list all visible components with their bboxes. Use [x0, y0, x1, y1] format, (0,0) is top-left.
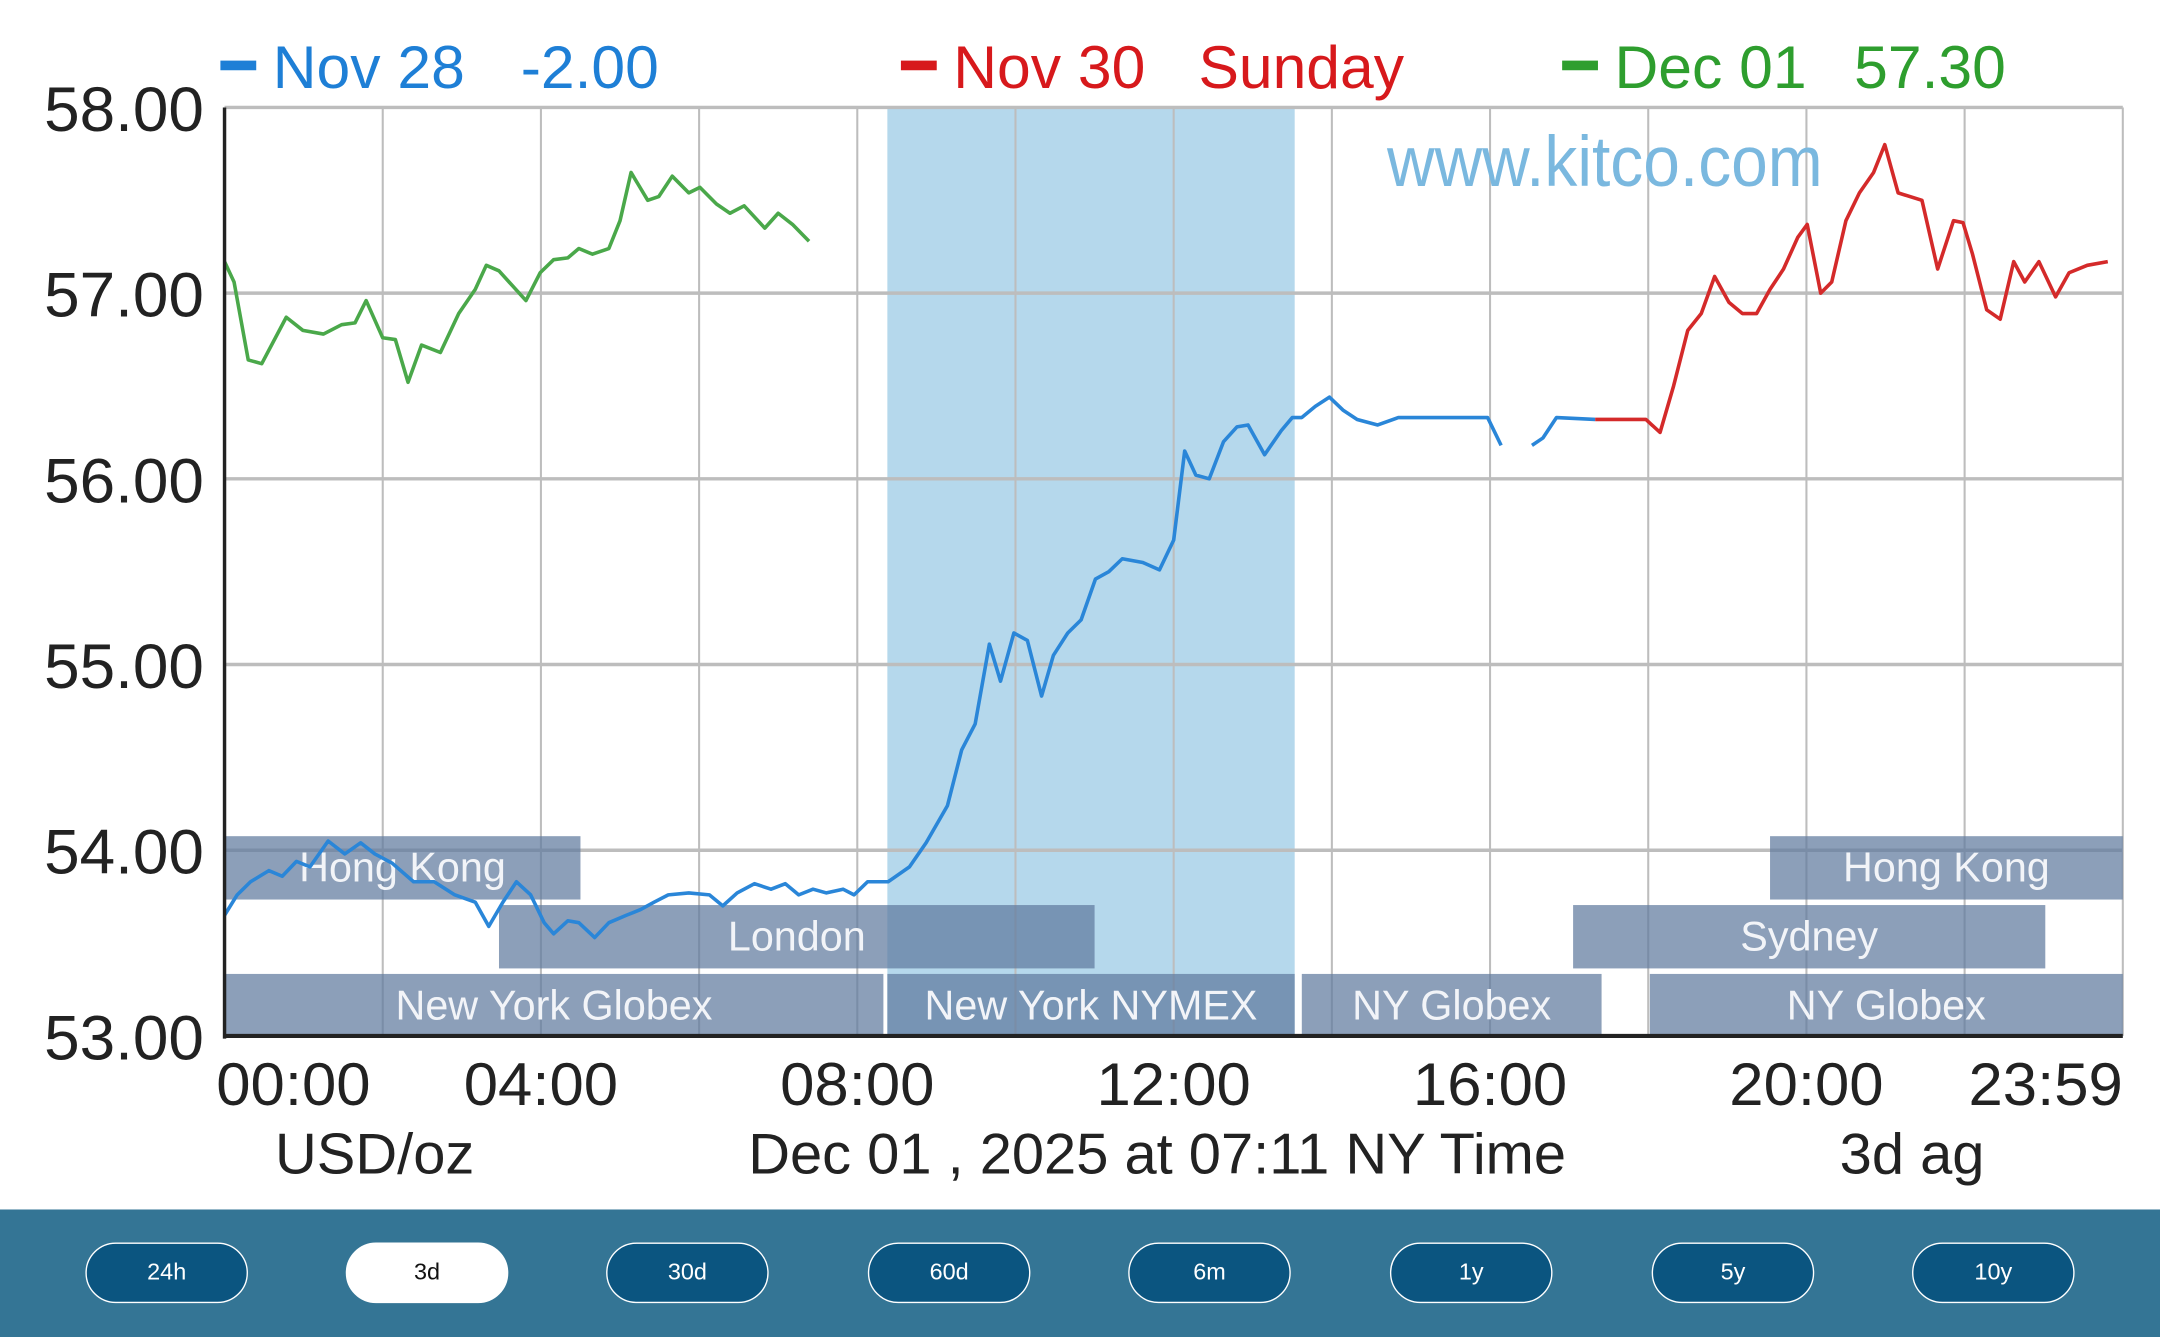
session-box: [1770, 836, 2123, 900]
session-box: [1573, 905, 2046, 969]
y-tick-label: 54.00: [44, 818, 204, 888]
legend-swatch: [900, 60, 937, 71]
x-tick-label: 16:00: [1413, 1050, 1567, 1118]
range-button-10y[interactable]: 10y: [1912, 1242, 2075, 1304]
y-tick-label: 57.00: [44, 261, 204, 331]
x-tick-label: 00:00: [216, 1050, 370, 1118]
x-tick-label: 08:00: [780, 1050, 934, 1118]
legend-date: Dec 01: [1614, 33, 1806, 101]
range-button-5y[interactable]: 5y: [1651, 1242, 1815, 1304]
session-box: [224, 973, 884, 1036]
series-line-nov-30: [1595, 142, 2109, 435]
y-tick-label: 58.00: [44, 75, 204, 145]
y-tick-label: 55.00: [44, 632, 204, 702]
legend-value: -2.00: [521, 33, 659, 101]
series-line-nov-28: [223, 395, 1596, 940]
nymex-highlight-band: [887, 107, 1295, 1036]
range-button-30d[interactable]: 30d: [606, 1242, 769, 1304]
x-tick-label: 12:00: [1097, 1050, 1251, 1118]
price-chart: www.kitco.com Hong Kong London New York Gl…: [44, 33, 2124, 1187]
watermark: www.kitco.com: [1386, 121, 1823, 201]
legend-value: Sunday: [1198, 33, 1404, 101]
session-label: New York NYMEX: [925, 982, 1258, 1028]
session-label: NY Globex: [1787, 982, 1986, 1028]
series-line-dec-01: [222, 170, 811, 385]
range-button-3d[interactable]: 3d: [345, 1242, 509, 1304]
session-box: [1649, 973, 2123, 1036]
session-label: London: [728, 914, 866, 960]
session-label: Hong Kong: [299, 845, 506, 891]
session-label: New York Globex: [396, 982, 713, 1028]
timestamp-label: Dec 01 , 2025 at 07:11 NY Time: [748, 1123, 1566, 1187]
range-button-6m[interactable]: 6m: [1128, 1242, 1291, 1304]
legend-value: 57.30: [1854, 33, 2006, 101]
range-button-1y[interactable]: 1y: [1389, 1242, 1553, 1304]
range-button-60d[interactable]: 60d: [867, 1242, 1031, 1304]
session-box: [224, 836, 581, 900]
x-tick-label: 23:59: [1969, 1050, 2123, 1118]
legend-swatch: [220, 60, 257, 71]
session-box: [1301, 973, 1602, 1036]
range-note: 3d ag: [1840, 1123, 1985, 1187]
y-unit-label: USD/oz: [275, 1123, 474, 1187]
legend-date: Nov 28: [273, 33, 465, 101]
y-tick-label: 53.00: [44, 1003, 204, 1073]
range-selector-bar: 24h 3d 30d 60d 6m 1y 5y 10y: [0, 1209, 2160, 1337]
session-label: Hong Kong: [1843, 845, 2050, 891]
legend-swatch: [1562, 60, 1598, 71]
x-tick-label: 04:00: [464, 1050, 618, 1118]
x-tick-label: 20:00: [1729, 1050, 1883, 1118]
session-label: Sydney: [1740, 914, 1878, 960]
range-button-24h[interactable]: 24h: [85, 1242, 248, 1304]
session-label: NY Globex: [1352, 982, 1551, 1028]
session-box: [887, 973, 1295, 1036]
y-tick-label: 56.00: [44, 446, 204, 516]
legend-date: Nov 30: [953, 33, 1145, 101]
session-box: [498, 905, 1095, 969]
